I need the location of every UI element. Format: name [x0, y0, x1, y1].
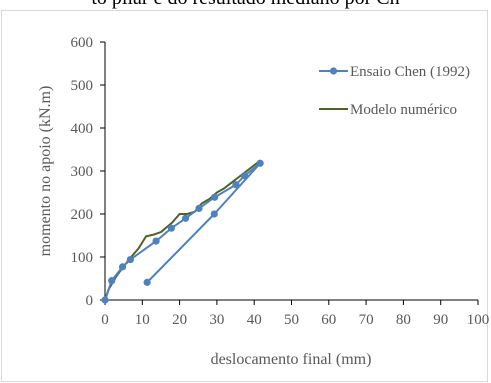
data-point — [195, 204, 203, 213]
series-layer — [101, 159, 264, 304]
y-tick-label: 0 — [86, 293, 94, 309]
y-tick-label: 200 — [71, 207, 94, 223]
x-tick-label: 70 — [359, 312, 374, 328]
data-point — [143, 278, 151, 286]
data-point — [210, 210, 218, 218]
data-point — [167, 224, 175, 232]
x-tick-label: 10 — [135, 312, 150, 328]
y-tick-label: 300 — [71, 164, 94, 180]
chart-frame — [1, 10, 488, 382]
x-tick-label: 0 — [101, 312, 109, 328]
data-point — [181, 214, 190, 222]
data-point — [152, 237, 160, 245]
x-tick-label: 90 — [433, 312, 448, 328]
data-point — [232, 181, 240, 189]
x-tick-label: 20 — [172, 312, 187, 328]
legend: Ensaio Chen (1992) Modelo numérico — [319, 64, 470, 118]
x-tick-label: 100 — [467, 312, 490, 328]
axis-ticks: 0 10 20 30 40 50 60 70 80 90 100 0 100 200 300 400 500 60… — [71, 35, 490, 328]
legend-label: Modelo numérico — [350, 102, 457, 118]
x-tick-label: 40 — [247, 312, 262, 328]
legend-label: Ensaio Chen (1992) — [350, 64, 470, 80]
y-tick-label: 400 — [71, 121, 94, 137]
data-point — [240, 172, 249, 180]
axes — [104, 42, 478, 301]
data-point — [118, 263, 127, 271]
x-tick-label: 30 — [209, 312, 224, 328]
x-tick-label: 60 — [321, 312, 336, 328]
data-point — [211, 193, 219, 201]
cropped-caption-text: to pilar e do resultado mediano por Ch — [0, 0, 491, 10]
x-axis-label: deslocamento final (mm) — [211, 351, 372, 368]
data-point — [126, 255, 134, 264]
y-tick-label: 500 — [71, 78, 94, 94]
data-point — [108, 277, 116, 285]
legend-marker — [329, 67, 338, 75]
data-point — [256, 159, 264, 167]
y-axis-label: momento no apoio (kN.m) — [37, 86, 54, 257]
data-point — [101, 296, 109, 304]
x-tick-label: 80 — [396, 312, 411, 328]
y-tick-label: 100 — [71, 250, 94, 266]
y-tick-label: 600 — [71, 35, 94, 51]
x-tick-label: 50 — [284, 312, 299, 328]
